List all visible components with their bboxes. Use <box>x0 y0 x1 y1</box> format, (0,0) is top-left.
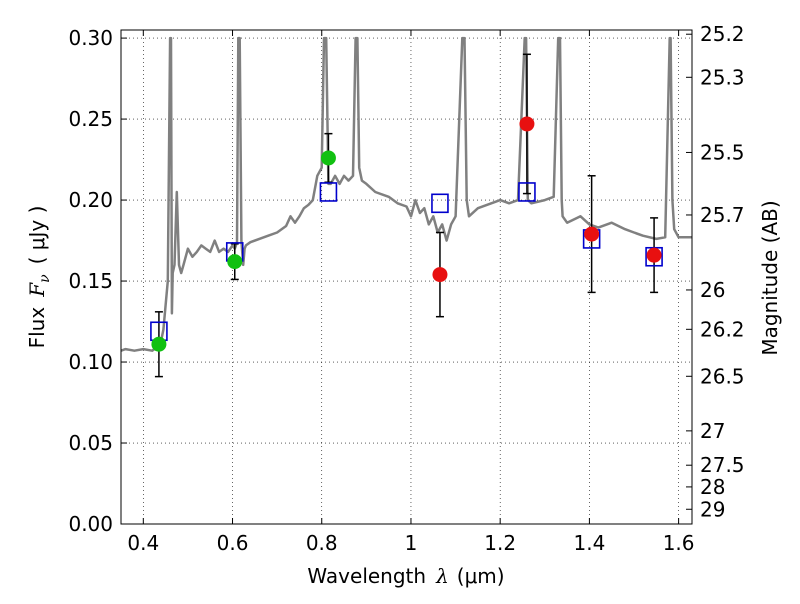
spectrum-layer <box>121 36 692 352</box>
y2-tick-label: 25.5 <box>700 140 745 164</box>
y-tick-label: 0.05 <box>68 431 113 455</box>
observed-flux-point <box>320 150 336 166</box>
x-tick-label: 1 <box>405 531 418 555</box>
y-tick-label: 0.00 <box>68 512 113 536</box>
y2-tick-label: 25.3 <box>700 65 745 89</box>
y2-tick-label: 28 <box>700 475 725 499</box>
y2-tick-label: 25.7 <box>700 203 745 227</box>
marker-layer <box>150 116 663 352</box>
y-tick-label: 0.20 <box>68 188 113 212</box>
model-flux-square <box>518 182 536 202</box>
observed-flux-point <box>584 226 600 242</box>
observed-flux-point <box>432 267 448 283</box>
y2-tick-label: 26.2 <box>700 317 745 341</box>
y-axis-label: Flux Fν ( μJy ) <box>25 206 53 349</box>
y-tick-label: 0.15 <box>68 269 113 293</box>
y-tick-label: 0.30 <box>68 26 113 50</box>
y2-tick-label: 26 <box>700 278 725 302</box>
tick-layer: 0.4 0.6 0.8 1 1.2 1.4 1.6 0.00 0.05 0.10 0.15 0.20 0… <box>68 22 744 555</box>
model-flux-square <box>319 182 338 202</box>
y-axis-label-subscript: ν <box>37 274 53 283</box>
y-tick-label: 0.25 <box>68 107 113 131</box>
x-tick-label: 1.6 <box>663 531 695 555</box>
y2-tick-label: 27.5 <box>700 453 745 477</box>
x-tick-label: 1.4 <box>573 531 605 555</box>
y2-tick-label: 27 <box>700 419 725 443</box>
x-axis-label-unit: (μm) <box>457 564 505 588</box>
y2-tick-label: 26.5 <box>700 364 745 388</box>
observed-flux-point <box>227 254 243 270</box>
x-tick-label: 0.8 <box>306 531 338 555</box>
y2-tick-label: 25.2 <box>700 22 745 46</box>
grid-layer <box>121 30 692 524</box>
x-tick-label: 0.4 <box>127 531 159 555</box>
observed-flux-point <box>519 116 535 132</box>
spectrum-line <box>121 36 692 352</box>
observed-flux-point <box>151 336 167 352</box>
model-flux-square <box>431 193 449 214</box>
x-tick-label: 0.6 <box>217 531 249 555</box>
y-axis-label-symbol: F <box>25 282 49 298</box>
errorbar-layer <box>154 53 659 378</box>
y2-tick-label: 29 <box>700 497 725 521</box>
x-axis-label-symbol: λ <box>435 564 449 588</box>
y-axis-label-unit: ( μJy ) <box>25 206 49 265</box>
x-axis-label-text: Wavelength <box>307 564 426 588</box>
y2-axis-label: Magnitude (AB) <box>758 200 782 355</box>
observed-flux-point <box>646 247 662 263</box>
y-tick-label: 0.10 <box>68 350 113 374</box>
x-tick-label: 1.2 <box>484 531 516 555</box>
plot-frame <box>120 29 693 525</box>
y-axis-label-text: Flux <box>25 307 49 349</box>
x-axis-label: Wavelength λ (μm) <box>307 564 504 588</box>
